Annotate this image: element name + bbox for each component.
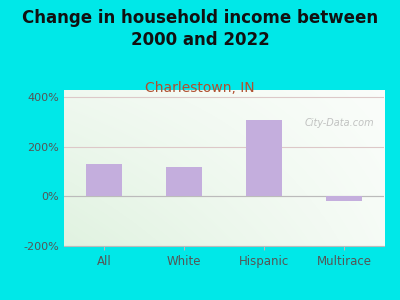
Text: Charlestown, IN: Charlestown, IN <box>145 81 255 95</box>
Bar <box>86 164 122 196</box>
Bar <box>166 167 202 196</box>
Bar <box>246 120 282 196</box>
Text: Change in household income between
2000 and 2022: Change in household income between 2000 … <box>22 9 378 49</box>
Text: City-Data.com: City-Data.com <box>305 118 374 128</box>
Bar <box>326 196 362 201</box>
